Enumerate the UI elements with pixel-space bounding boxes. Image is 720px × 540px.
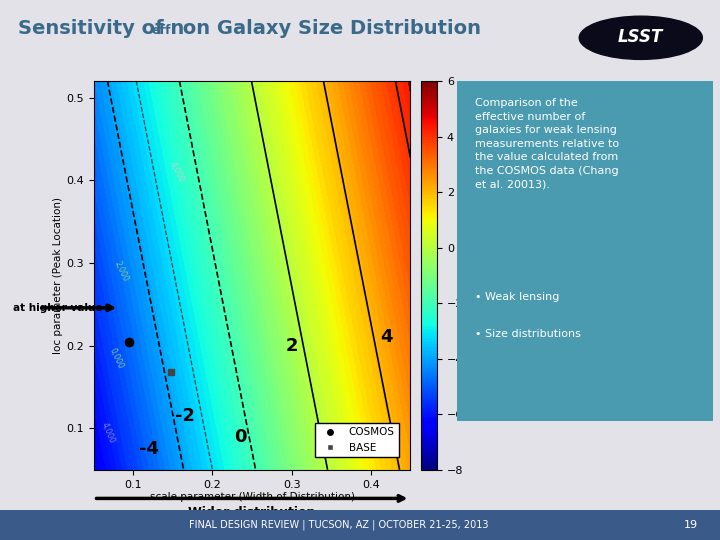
Text: FINAL DESIGN REVIEW | TUCSON, AZ | OCTOBER 21-25, 2013: FINAL DESIGN REVIEW | TUCSON, AZ | OCTOB… — [189, 520, 488, 530]
Text: 4,000: 4,000 — [168, 160, 186, 184]
Text: Comparison of the
effective number of
galaxies for weak lensing
measurements rel: Comparison of the effective number of ga… — [475, 98, 619, 190]
Text: LSST: LSST — [618, 28, 664, 46]
Text: -4: -4 — [139, 440, 159, 458]
Text: at higher value: at higher value — [13, 303, 102, 313]
Text: 0,000: 0,000 — [108, 346, 125, 370]
Text: Sensitivity of n: Sensitivity of n — [18, 19, 184, 38]
Text: Wider distribution: Wider distribution — [189, 506, 315, 519]
Text: 19: 19 — [684, 520, 698, 530]
Text: on Galaxy Size Distribution: on Galaxy Size Distribution — [176, 19, 482, 38]
Text: 4,000: 4,000 — [99, 421, 116, 444]
Text: 0: 0 — [234, 428, 246, 445]
Text: • Weak lensing: • Weak lensing — [475, 292, 559, 302]
Text: eff: eff — [151, 24, 171, 37]
Text: -2: -2 — [175, 407, 194, 425]
X-axis label: scale parameter (Width of Distribution): scale parameter (Width of Distribution) — [150, 492, 354, 502]
Text: 2: 2 — [285, 337, 298, 355]
Text: • Size distributions: • Size distributions — [475, 329, 581, 339]
Text: 4: 4 — [380, 328, 393, 347]
Legend: COSMOS, BASE: COSMOS, BASE — [315, 423, 399, 457]
Text: 2,000: 2,000 — [112, 260, 130, 283]
Y-axis label: loc parameter (Peak Location): loc parameter (Peak Location) — [53, 197, 63, 354]
Ellipse shape — [579, 16, 703, 59]
